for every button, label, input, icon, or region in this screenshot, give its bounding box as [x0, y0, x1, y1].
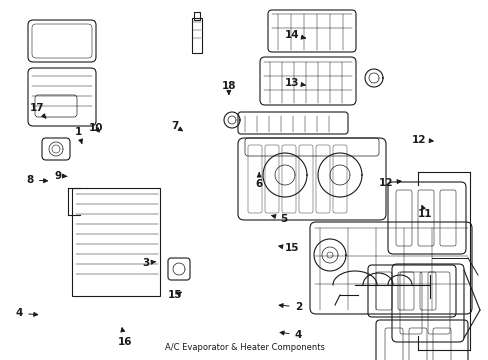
Text: 7: 7	[171, 121, 182, 131]
Text: A/C Evaporator & Heater Components: A/C Evaporator & Heater Components	[164, 343, 324, 352]
Text: 3: 3	[142, 258, 155, 268]
Text: 2: 2	[279, 302, 301, 312]
Text: 14: 14	[285, 30, 305, 40]
Text: 1: 1	[75, 127, 82, 143]
Text: 15: 15	[167, 290, 182, 300]
Text: 11: 11	[417, 206, 432, 219]
Text: 16: 16	[117, 328, 132, 347]
Text: 10: 10	[88, 123, 103, 133]
Text: 15: 15	[278, 243, 299, 253]
Text: 12: 12	[411, 135, 432, 145]
Bar	[72, 188, 160, 296]
Bar	[192, 18, 202, 53]
Text: 18: 18	[221, 81, 236, 94]
Text: 4: 4	[280, 330, 302, 340]
Text: 8: 8	[27, 175, 47, 185]
Text: 5: 5	[271, 213, 286, 224]
Text: 13: 13	[285, 78, 305, 88]
Text: 4: 4	[16, 308, 38, 318]
Text: 9: 9	[54, 171, 67, 181]
Bar	[194, 12, 200, 20]
Text: 12: 12	[378, 178, 400, 188]
Text: 17: 17	[29, 103, 46, 118]
Text: 6: 6	[255, 173, 262, 189]
